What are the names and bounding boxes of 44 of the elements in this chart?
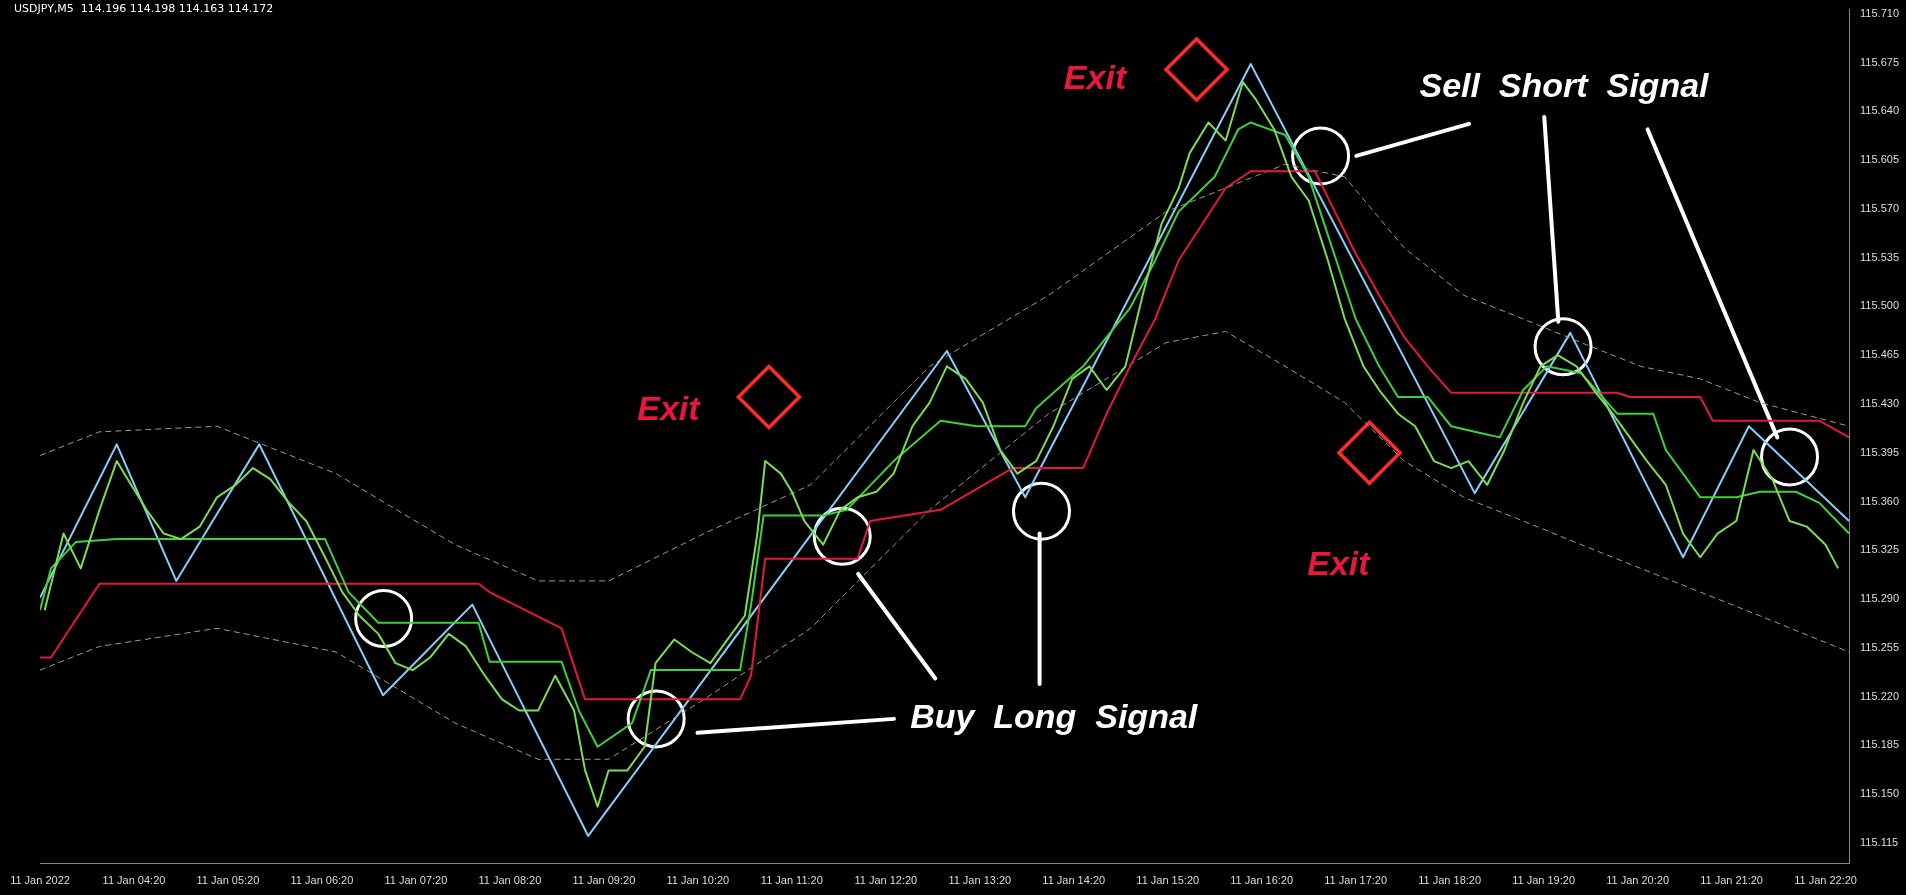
- y-tick-label: 115.500: [1860, 299, 1900, 312]
- annotation: Sell Short Signal: [1419, 66, 1711, 105]
- y-tick-label: 115.535: [1860, 250, 1900, 263]
- x-tick-label: 11 Jan 15:20: [1136, 874, 1200, 887]
- x-tick-label: 11 Jan 2022: [10, 874, 70, 887]
- y-tick-label: 115.430: [1860, 396, 1900, 409]
- x-tick-label: 11 Jan 19:20: [1512, 874, 1576, 887]
- annotation: Exit: [637, 389, 702, 428]
- y-tick-label: 115.675: [1860, 55, 1900, 68]
- x-tick-label: 11 Jan 18:20: [1418, 874, 1482, 887]
- x-tick-label: 11 Jan 14:20: [1042, 874, 1106, 887]
- y-tick-label: 115.255: [1860, 640, 1900, 653]
- x-tick-label: 11 Jan 05:20: [196, 874, 260, 887]
- y-tick-label: 115.115: [1860, 835, 1899, 848]
- x-tick-label: 11 Jan 13:20: [948, 874, 1012, 887]
- y-tick-label: 115.150: [1860, 787, 1900, 800]
- x-tick-label: 11 Jan 12:20: [854, 874, 918, 887]
- annotation: Buy Long Signal: [910, 697, 1199, 736]
- y-tick-label: 115.395: [1860, 445, 1900, 458]
- annotation: Exit: [1063, 57, 1128, 96]
- x-tick-label: 11 Jan 09:20: [572, 874, 636, 887]
- y-tick-label: 115.640: [1860, 104, 1900, 117]
- y-tick-label: 115.220: [1860, 689, 1900, 702]
- x-tick-label: 11 Jan 06:20: [290, 874, 354, 887]
- y-tick-label: 115.325: [1860, 543, 1900, 556]
- x-tick-label: 11 Jan 21:20: [1700, 874, 1763, 887]
- y-tick-label: 115.360: [1860, 494, 1900, 507]
- y-tick-label: 115.185: [1860, 738, 1900, 751]
- y-tick-label: 115.605: [1860, 153, 1900, 166]
- y-tick-label: 115.570: [1860, 201, 1900, 214]
- y-tick-label: 115.465: [1860, 348, 1900, 361]
- x-tick-label: 11 Jan 11:20: [760, 874, 823, 887]
- x-tick-label: 11 Jan 16:20: [1230, 874, 1294, 887]
- x-tick-label: 11 Jan 04:20: [102, 874, 166, 887]
- x-tick-label: 11 Jan 17:20: [1324, 874, 1388, 887]
- annotation: USDJPY,M5 114.196 114.198 114.163 114.172: [14, 2, 274, 15]
- x-tick-label: 11 Jan 10:20: [666, 874, 730, 887]
- x-tick-label: 11 Jan 08:20: [478, 874, 542, 887]
- y-tick-label: 115.290: [1860, 592, 1900, 605]
- annotation: Exit: [1307, 543, 1372, 582]
- x-tick-label: 11 Jan 22:20: [1794, 874, 1857, 887]
- x-tick-label: 11 Jan 20:20: [1606, 874, 1669, 887]
- y-tick-label: 115.710: [1860, 6, 1900, 19]
- x-tick-label: 11 Jan 07:20: [384, 874, 448, 887]
